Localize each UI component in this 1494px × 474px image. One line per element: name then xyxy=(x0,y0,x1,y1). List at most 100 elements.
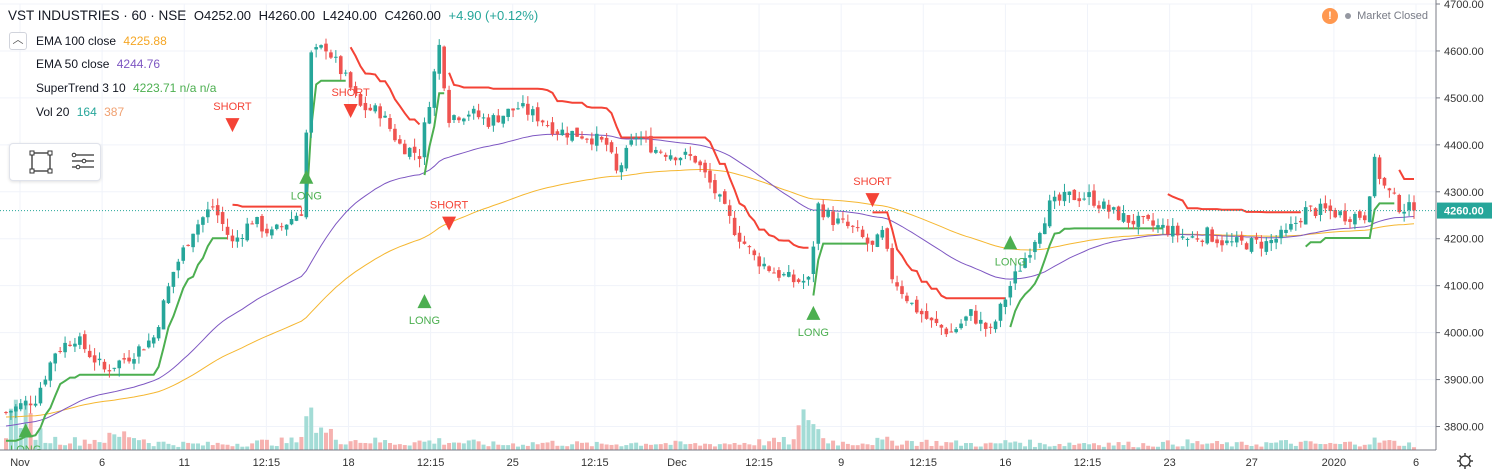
candle-body xyxy=(28,403,33,406)
candle-body xyxy=(289,219,294,225)
volume-bar xyxy=(196,443,200,450)
menu-lines-icon[interactable] xyxy=(68,150,96,174)
candle-body xyxy=(1042,223,1047,235)
candle-body xyxy=(33,403,38,406)
long-label: LONG xyxy=(409,315,440,327)
candle-body xyxy=(983,322,988,329)
ohlc-open: O4252.00 xyxy=(193,8,252,23)
candle-body xyxy=(831,211,835,226)
candle-body xyxy=(1402,211,1406,214)
candle-body xyxy=(437,44,442,74)
candle-body xyxy=(949,331,954,333)
candle-body xyxy=(383,115,387,118)
candle-body xyxy=(560,129,565,136)
volume-bar xyxy=(1259,446,1264,450)
candle-body xyxy=(580,136,584,139)
gear-icon[interactable] xyxy=(1457,453,1473,469)
volume-bar xyxy=(304,416,309,450)
candle-body xyxy=(801,280,806,283)
candle-body xyxy=(762,263,766,267)
candle-body xyxy=(422,122,427,158)
volume-bar xyxy=(924,439,929,450)
chevron-up-icon[interactable]: ︿ xyxy=(9,32,27,50)
volume-bar xyxy=(1101,446,1106,450)
volume-bar xyxy=(1023,446,1028,450)
candle-body xyxy=(348,72,353,88)
indicator-value: 4223.71 n/a n/a xyxy=(132,81,217,95)
volume-bar xyxy=(855,445,860,450)
volume-bar xyxy=(1111,445,1116,450)
candle-body xyxy=(732,217,737,236)
candle-body xyxy=(811,246,816,274)
volume-bar xyxy=(860,443,865,450)
indicator-ema50[interactable]: EMA 50 close 4244.76 xyxy=(36,57,160,71)
volume-bar xyxy=(230,446,235,450)
volume-bar xyxy=(796,425,801,450)
market-status: ! Market Closed xyxy=(1322,8,1428,24)
volume-bar xyxy=(442,444,447,450)
price-tick-label: 4600.00 xyxy=(1444,46,1484,58)
supertrend-segment xyxy=(1167,193,1301,214)
candle-body xyxy=(432,71,437,108)
indicator-value-ma: 387 xyxy=(104,105,125,119)
volume-bar xyxy=(117,436,122,450)
candle-body xyxy=(452,115,456,121)
volume-bar xyxy=(82,439,87,450)
candle-body xyxy=(398,139,402,144)
volume-bar xyxy=(1313,443,1318,450)
gear-icon-tooth xyxy=(1468,464,1472,468)
candle-body xyxy=(151,337,156,344)
candle-body xyxy=(599,137,604,140)
candle-body xyxy=(324,43,328,52)
volume-bar xyxy=(333,439,338,450)
time-axis-bg xyxy=(0,450,1436,474)
volume-bar xyxy=(737,444,742,450)
volume-bar xyxy=(698,445,703,450)
candle-body xyxy=(1141,216,1146,218)
candle-body xyxy=(772,272,776,274)
drawing-toolbar xyxy=(9,143,101,181)
volume-bar xyxy=(599,443,604,450)
volume-bar xyxy=(895,445,900,450)
volume-bar xyxy=(919,441,924,450)
volume-bar xyxy=(181,441,186,450)
volume-bar xyxy=(840,441,845,450)
volume-bar xyxy=(589,446,594,450)
candle-body xyxy=(688,154,693,156)
volume-bar xyxy=(452,442,456,450)
candle-body xyxy=(1028,255,1032,258)
indicator-supertrend[interactable]: SuperTrend 3 10 4223.71 n/a n/a xyxy=(36,81,216,95)
warning-icon[interactable]: ! xyxy=(1322,8,1338,24)
time-tick-label: 6 xyxy=(1413,457,1419,469)
time-tick-label: Nov xyxy=(10,457,30,469)
last-price-badge xyxy=(1437,202,1492,219)
candle-body xyxy=(235,237,240,242)
rectangle-select-icon[interactable] xyxy=(28,150,56,174)
candle-body xyxy=(274,224,279,229)
candle-body xyxy=(1205,227,1210,244)
volume-bar xyxy=(880,439,885,450)
volume-bar xyxy=(1249,446,1254,450)
candle-body xyxy=(1033,241,1037,253)
indicator-volume[interactable]: Vol 20 164 387 xyxy=(36,105,124,119)
volume-bar xyxy=(1096,445,1101,450)
indicator-name: SuperTrend 3 10 xyxy=(36,81,126,95)
indicator-ema100[interactable]: EMA 100 close 4225.88 xyxy=(36,34,167,48)
volume-bar xyxy=(343,444,348,450)
supertrend-segment xyxy=(423,92,445,176)
short-label: SHORT xyxy=(331,87,370,99)
candle-body xyxy=(1412,202,1416,211)
candle-body xyxy=(634,137,638,139)
volume-bar xyxy=(1244,444,1249,450)
volume-bar xyxy=(461,443,466,450)
volume-bar xyxy=(220,444,225,450)
volume-bar xyxy=(1018,442,1023,450)
volume-bar xyxy=(644,443,648,450)
candle-body xyxy=(476,110,481,118)
candle-body xyxy=(1279,229,1283,239)
candle-body xyxy=(1131,220,1136,225)
volume-bar xyxy=(245,446,250,450)
candle-body xyxy=(1328,205,1333,211)
